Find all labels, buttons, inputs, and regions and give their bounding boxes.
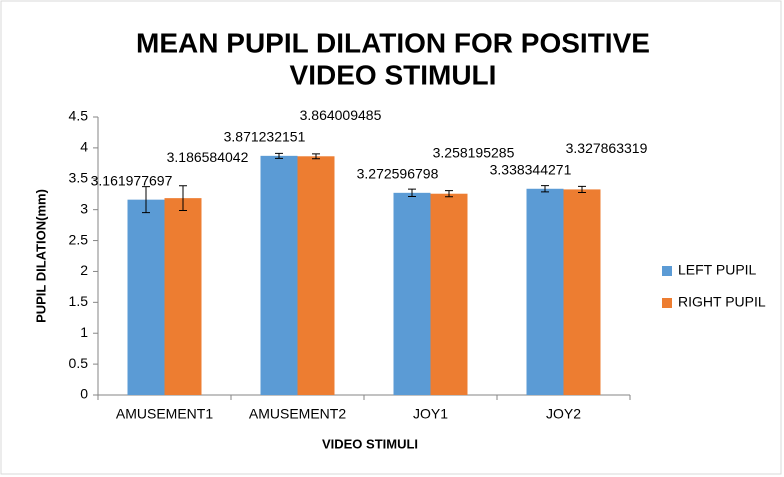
bar (393, 192, 431, 395)
data-label: 3.338344271 (490, 161, 572, 177)
data-label: 3.864009485 (300, 107, 382, 123)
y-tick-label: 4.5 (69, 108, 89, 124)
chart-title-line2: VIDEO STIMULI (290, 59, 497, 90)
bar (430, 193, 468, 395)
bar (526, 188, 564, 395)
error-bar (408, 188, 416, 198)
y-axis-title: PUPIL DILATION(mm) (33, 189, 48, 323)
y-tick-label: 3 (80, 200, 88, 216)
bar (563, 189, 601, 395)
bar (297, 156, 335, 395)
data-label: 3.258195285 (433, 144, 515, 160)
y-tick-label: 2 (80, 262, 88, 278)
x-tick-label: JOY1 (413, 406, 448, 422)
data-label: 3.272596798 (357, 166, 439, 182)
y-tick-label: 0.5 (69, 355, 89, 371)
legend-swatch (662, 298, 672, 308)
error-bar (312, 153, 320, 160)
legend-label: RIGHT PUPIL (678, 294, 766, 310)
legend-label: LEFT PUPIL (678, 262, 757, 278)
data-label: 3.161977697 (91, 172, 173, 188)
data-label: 3.186584042 (167, 149, 249, 165)
legend-swatch (662, 266, 672, 276)
y-tick-label: 1 (80, 324, 88, 340)
error-bar (275, 152, 283, 159)
bar (164, 198, 202, 395)
data-label: 3.327863319 (566, 140, 648, 156)
bar (127, 199, 165, 395)
error-bar (142, 186, 150, 214)
data-label: 3.871232151 (224, 129, 306, 145)
error-bar (179, 185, 187, 211)
error-bar (445, 190, 453, 198)
bar (260, 155, 298, 395)
y-tick-label: 1.5 (69, 293, 89, 309)
x-tick-label: AMUSEMENT1 (116, 406, 213, 422)
y-tick-label: 0 (80, 386, 88, 402)
x-axis-title: VIDEO STIMULI (322, 436, 418, 451)
y-tick-label: 3.5 (69, 169, 89, 185)
y-tick-label: 4 (80, 139, 88, 155)
x-tick-label: JOY2 (546, 406, 581, 422)
y-tick-label: 2.5 (69, 231, 89, 247)
error-bar (541, 185, 549, 193)
error-bar (578, 185, 586, 194)
chart-title: MEAN PUPIL DILATION FOR POSITIVE (136, 27, 650, 58)
x-tick-label: AMUSEMENT2 (249, 406, 346, 422)
